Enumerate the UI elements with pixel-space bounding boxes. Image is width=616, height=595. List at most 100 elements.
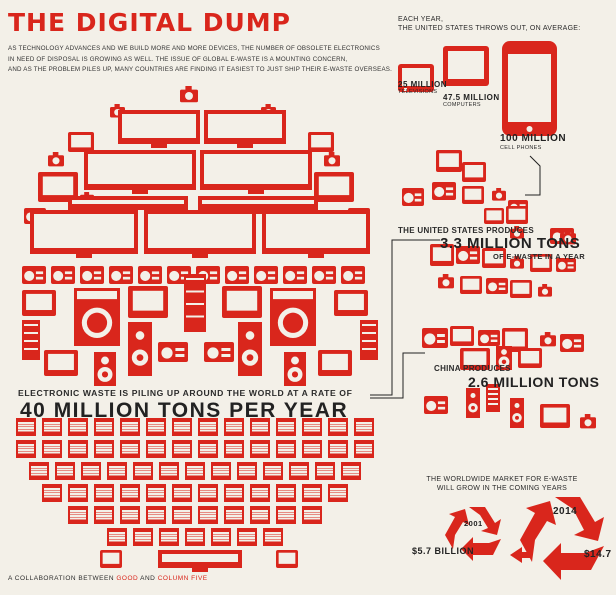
footer-credit: A COLLABORATION BETWEEN GOOD AND COLUMN … xyxy=(8,575,208,582)
tv-icon xyxy=(334,290,368,316)
computer-tower-icon xyxy=(263,528,283,546)
radio-icon xyxy=(560,334,584,352)
computer-tower-icon xyxy=(360,320,378,360)
computer-tower-icon xyxy=(185,462,205,480)
computer-tower-icon xyxy=(198,440,218,458)
recycle-icon-small xyxy=(445,507,501,561)
computers-value: 47.5 MILLION xyxy=(443,93,500,102)
radio-icon xyxy=(138,266,162,284)
tv-value: 25 MILLION xyxy=(398,80,448,89)
computer-tower-icon xyxy=(81,462,101,480)
intro-line-2: IN NEED OF DISPOSAL IS GROWING AS WELL. … xyxy=(8,55,348,63)
washing-machine-icon xyxy=(74,288,120,346)
flatscreen-icon xyxy=(158,550,242,572)
camera-icon xyxy=(510,226,524,239)
computer-tower-icon xyxy=(354,440,374,458)
computer-tower-icon xyxy=(276,418,296,436)
computer-tower-icon xyxy=(55,462,75,480)
tv-icon xyxy=(276,550,298,568)
washing-machine-icon xyxy=(270,288,316,346)
world-stat-value: 40 MILLION TONS PER YEAR xyxy=(20,399,349,422)
computer-tower-icon xyxy=(68,484,88,502)
intro-text: AS TECHNOLOGY ADVANCES AND WE BUILD MORE… xyxy=(8,44,393,76)
computer-tower-icon xyxy=(486,384,500,412)
speaker-icon xyxy=(466,388,480,418)
computer-tower-icon xyxy=(224,418,244,436)
computer-tower-icon xyxy=(289,462,309,480)
camera-icon xyxy=(560,230,576,245)
computer-tower-icon xyxy=(354,418,374,436)
computer-tower-icon xyxy=(172,506,192,524)
computer-tower-icon xyxy=(16,418,36,436)
computer-tower-icon xyxy=(302,440,322,458)
computer-monitor-icon xyxy=(443,46,489,86)
footer-partner-column-five[interactable]: COLUMN FIVE xyxy=(157,575,208,582)
computer-tower-icon xyxy=(146,418,166,436)
tv-icon xyxy=(462,162,486,182)
camera-icon xyxy=(48,152,64,167)
footer-and: AND xyxy=(140,575,156,582)
cellphones-value: 100 MILLION xyxy=(500,133,567,144)
computer-tower-icon xyxy=(133,528,153,546)
tv-icon xyxy=(318,350,352,376)
camera-icon xyxy=(324,152,340,167)
computer-tower-icon xyxy=(120,418,140,436)
speaker-icon xyxy=(284,352,306,386)
computers-label: COMPUTERS xyxy=(443,102,481,108)
footer-prefix: A COLLABORATION BETWEEN xyxy=(8,575,115,582)
computer-tower-icon xyxy=(250,484,270,502)
flatscreen-icon xyxy=(198,196,318,214)
flatscreen-icon xyxy=(118,110,200,148)
tv-icon xyxy=(460,276,482,294)
computer-tower-icon xyxy=(224,484,244,502)
tv-icon xyxy=(308,132,334,152)
radio-icon xyxy=(424,396,448,414)
computer-tower-icon xyxy=(146,440,166,458)
tv-icon xyxy=(450,326,474,346)
computer-tower-icon xyxy=(276,484,296,502)
camera-icon xyxy=(180,86,198,103)
us-produces-label: THE UNITED STATES PRODUCES xyxy=(398,226,534,235)
tv-label: TELEVISIONS xyxy=(398,89,438,95)
cell-phone-icon xyxy=(502,41,557,136)
footer-partner-good[interactable]: GOOD xyxy=(116,575,139,582)
tv-icon xyxy=(506,206,528,224)
computer-tower-icon xyxy=(172,418,192,436)
radio-icon xyxy=(158,342,188,362)
us-average-heading-2: THE UNITED STATES THROWS OUT, ON AVERAGE… xyxy=(398,25,581,32)
tv-icon xyxy=(540,404,570,428)
china-ewaste-cluster xyxy=(422,326,596,429)
us-produces-value: 3.3 MILLION TONS xyxy=(440,235,581,252)
tv-icon xyxy=(510,280,532,298)
computer-tower-icon xyxy=(94,440,114,458)
radio-icon xyxy=(486,278,508,294)
computer-tower-icon xyxy=(211,462,231,480)
speaker-icon xyxy=(128,322,152,376)
market-year-2014: 2014 xyxy=(553,506,578,517)
tv-icon xyxy=(460,348,490,370)
market-value-2014: $14.7 xyxy=(584,549,612,560)
computer-tower-icon xyxy=(224,506,244,524)
computer-tower-icon xyxy=(328,440,348,458)
flatscreen-icon xyxy=(262,210,370,258)
ewaste-pile-graphic xyxy=(16,86,378,572)
refrigerator-icon xyxy=(184,274,206,332)
computer-tower-icon xyxy=(224,440,244,458)
computer-tower-icon xyxy=(42,484,62,502)
computer-tower-icon xyxy=(94,506,114,524)
computer-tower-icon xyxy=(146,484,166,502)
computer-tower-icon xyxy=(276,440,296,458)
cellphones-label: CELL PHONES xyxy=(500,145,542,151)
computer-tower-icon xyxy=(94,484,114,502)
television-icon xyxy=(398,64,434,92)
computer-tower-icon xyxy=(159,528,179,546)
us-devices-graphic xyxy=(398,41,557,136)
computer-tower-icon xyxy=(198,506,218,524)
radio-icon xyxy=(283,266,307,284)
ewaste-head-illustration xyxy=(8,80,392,580)
computer-tower-icon xyxy=(250,418,270,436)
intro-line-3: AND AS THE PROBLEM PILES UP, MANY COUNTR… xyxy=(8,66,393,73)
computer-tower-icon xyxy=(94,418,114,436)
camera-icon xyxy=(580,414,596,429)
radio-icon xyxy=(80,266,104,284)
